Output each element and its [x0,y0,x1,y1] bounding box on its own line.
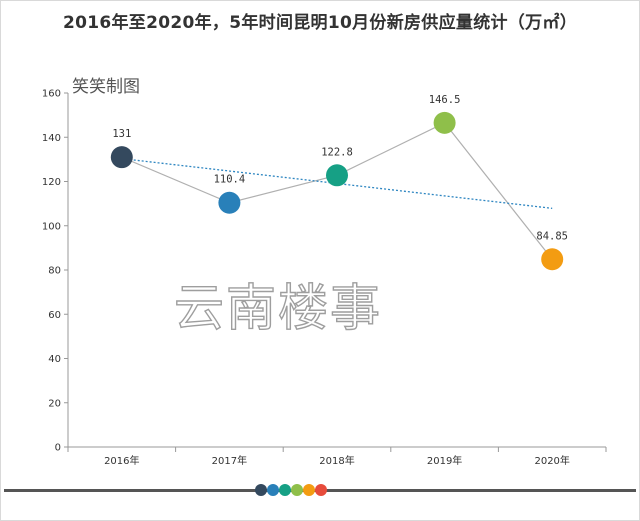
footer-dot [303,484,315,496]
footer-dot [315,484,327,496]
footer-dot [255,484,267,496]
y-tick-label: 60 [48,310,61,321]
y-tick-label: 100 [42,221,61,232]
x-tick-label: 2018年 [319,454,354,467]
data-point [110,146,133,169]
data-point [326,164,348,187]
y-tick-label: 160 [42,89,61,100]
data-label: 146.5 [429,94,461,106]
y-tick-label: 0 [55,443,61,454]
watermark-brand: 云南楼事 [173,278,382,337]
x-tick-label: 2017年 [212,454,247,467]
data-point [541,248,564,271]
data-point [218,191,241,214]
x-tick-label: 2016年 [104,454,139,467]
y-tick-label: 120 [42,177,61,188]
x-tick-label: 2020年 [534,454,569,467]
footer-dot [291,484,303,496]
series-line [121,122,553,260]
footer-dot [279,484,291,496]
data-label: 84.85 [536,230,568,242]
y-tick-label: 80 [48,266,61,277]
data-point [433,111,456,134]
x-tick-label: 2019年 [427,454,462,467]
y-tick-label: 140 [42,133,61,144]
data-label: 110.4 [214,174,246,186]
y-tick-label: 20 [48,398,61,409]
y-tick-label: 40 [48,354,61,365]
data-label: 122.8 [321,146,353,158]
chart-title: 2016年至2020年，5年时间昆明10月份新房供应量统计（万㎡） [62,13,577,33]
data-label: 131 [112,128,131,140]
footer-dot [267,484,279,496]
watermark-author: 笑笑制图 [72,77,140,97]
